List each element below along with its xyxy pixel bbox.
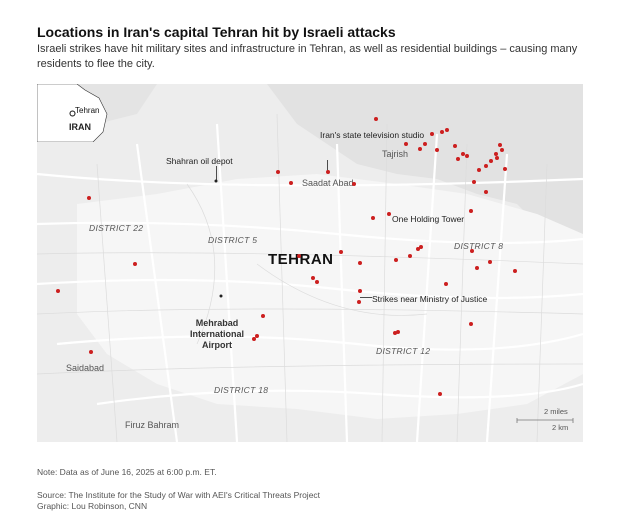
strike-marker — [477, 168, 481, 172]
inset-country-label: IRAN — [69, 122, 91, 132]
saidabad-label: Saidabad — [66, 363, 105, 373]
saadat-abad-label: Saadat Abad — [302, 178, 354, 188]
strike-marker — [470, 249, 474, 253]
strike-marker — [469, 322, 473, 326]
strike-marker — [475, 266, 479, 270]
strike-marker — [408, 254, 412, 258]
strike-marker — [453, 144, 457, 148]
strike-marker — [276, 170, 280, 174]
strike-marker — [435, 148, 439, 152]
strike-marker — [488, 260, 492, 264]
strike-marker — [500, 148, 504, 152]
one-holding-tower-label: One Holding Tower — [392, 214, 465, 224]
strike-marker — [430, 132, 434, 136]
tehran-map: Tehran IRAN DISTRICT 22 DISTRICT 5 DISTR… — [37, 84, 583, 442]
strike-marker — [393, 331, 397, 335]
strike-marker — [396, 330, 400, 334]
strike-marker — [358, 289, 362, 293]
strike-marker — [56, 289, 60, 293]
strike-marker — [472, 180, 476, 184]
strike-marker — [513, 269, 517, 273]
strike-marker — [469, 209, 473, 213]
strike-marker — [484, 190, 488, 194]
strike-marker — [484, 164, 488, 168]
map-base — [37, 84, 583, 442]
district-8-label: DISTRICT 8 — [454, 241, 504, 251]
strike-marker — [445, 128, 449, 132]
strike-marker — [394, 258, 398, 262]
mehrabad-airport-label: Mehrabad International Airport — [189, 318, 244, 350]
shahran-oil-depot-marker — [214, 179, 218, 183]
district-12-label: DISTRICT 12 — [376, 346, 431, 356]
strike-marker — [416, 247, 420, 251]
firuz-bahram-label: Firuz Bahram — [125, 420, 180, 430]
district-18-label: DISTRICT 18 — [214, 385, 269, 395]
strike-marker — [339, 250, 343, 254]
chart-title: Locations in Iran's capital Tehran hit b… — [37, 24, 396, 40]
strike-marker — [252, 337, 256, 341]
scale-bar — [516, 418, 574, 423]
strike-marker — [357, 300, 361, 304]
inset-tehran-marker — [69, 110, 76, 117]
strike-marker — [503, 167, 507, 171]
strike-marker — [404, 142, 408, 146]
strike-marker — [358, 261, 362, 265]
scale-miles-label: 2 miles — [544, 407, 568, 416]
strike-marker — [89, 350, 93, 354]
strike-marker — [352, 182, 356, 186]
strike-marker — [461, 152, 465, 156]
strike-marker — [289, 181, 293, 185]
graphic-credit: Graphic: Lou Robinson, CNN — [37, 501, 148, 511]
ministry-of-justice-label: Strikes near Ministry of Justice — [372, 294, 488, 304]
strike-marker — [261, 314, 265, 318]
chart-subtitle: Israeli strikes have hit military sites … — [37, 43, 578, 70]
shahran-oil-depot-label: Shahran oil depot — [166, 156, 233, 166]
oil-depot-leader — [216, 166, 217, 181]
strike-marker — [495, 156, 499, 160]
justice-leader — [360, 297, 372, 298]
strike-marker — [465, 154, 469, 158]
source-line: Source: The Institute for the Study of W… — [37, 490, 321, 500]
tajrish-label: Tajrish — [382, 149, 409, 159]
strike-marker — [87, 196, 91, 200]
strike-marker — [255, 334, 259, 338]
strike-marker — [326, 170, 330, 174]
strike-marker — [423, 142, 427, 146]
tehran-city-label: TEHRAN — [268, 251, 334, 268]
footnote: Note: Data as of June 16, 2025 at 6:00 p… — [37, 467, 217, 477]
district-5-label: DISTRICT 5 — [208, 235, 258, 245]
tv-studio-label: Iran's state television studio — [320, 130, 425, 140]
strike-marker — [494, 152, 498, 156]
strike-marker — [315, 280, 319, 284]
strike-marker — [419, 245, 423, 249]
strike-marker — [440, 130, 444, 134]
strike-marker — [374, 117, 378, 121]
strike-marker — [438, 392, 442, 396]
district-22-label: DISTRICT 22 — [89, 223, 144, 233]
strike-marker — [418, 147, 422, 151]
strike-marker — [387, 212, 391, 216]
strike-marker — [498, 143, 502, 147]
strike-marker — [371, 216, 375, 220]
inset-city-label: Tehran — [75, 106, 100, 115]
airport-marker — [219, 294, 223, 298]
strike-marker — [444, 282, 448, 286]
strike-marker — [311, 276, 315, 280]
strike-marker — [297, 254, 301, 258]
strike-marker — [133, 262, 137, 266]
strike-marker — [489, 159, 493, 163]
scale-km-label: 2 km — [552, 423, 569, 432]
strike-marker — [456, 157, 460, 161]
